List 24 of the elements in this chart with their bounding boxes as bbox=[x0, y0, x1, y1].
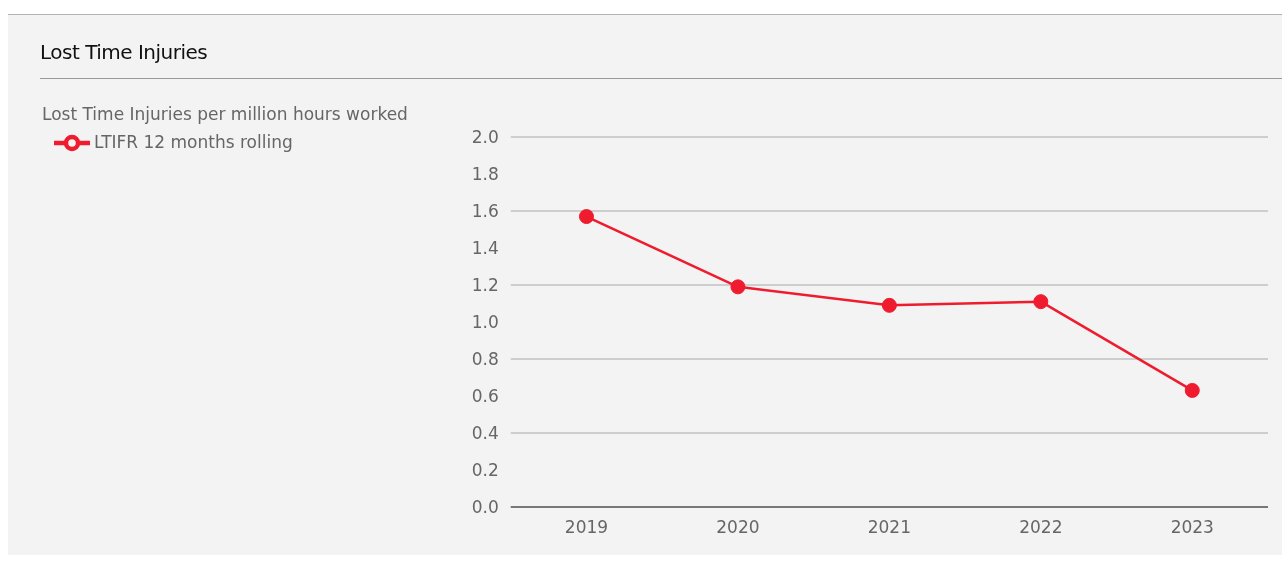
point bbox=[1033, 294, 1049, 310]
y-tick-label: 1.2 bbox=[471, 275, 499, 296]
y-tick-label: 1.4 bbox=[471, 238, 499, 259]
x-tick-label: 2019 bbox=[564, 517, 609, 538]
point bbox=[730, 279, 746, 295]
y-tick-label: 0.4 bbox=[471, 423, 499, 444]
y-tick-label: 0.0 bbox=[471, 497, 499, 518]
text: Lost Time Injuries per million hours worked bbox=[42, 104, 408, 124]
legend-label: LTIFR 12 months rolling bbox=[94, 132, 293, 152]
y-tick-label: 2.0 bbox=[471, 127, 499, 148]
point bbox=[578, 209, 594, 225]
point bbox=[881, 297, 897, 313]
x-tick-label: 2023 bbox=[1170, 517, 1214, 538]
x-tick-label: 2020 bbox=[716, 517, 760, 538]
x-tick-label: 2022 bbox=[1019, 517, 1063, 538]
y-tick-label: 0.6 bbox=[471, 386, 499, 407]
x-tick-label: 2021 bbox=[867, 517, 912, 538]
y-tick-label: 1.0 bbox=[471, 312, 499, 333]
y-tick-label: 1.8 bbox=[471, 164, 499, 185]
y-tick-label: 0.2 bbox=[471, 460, 499, 481]
y-tick-label: 1.6 bbox=[471, 201, 499, 222]
y-tick-label: 0.8 bbox=[471, 349, 499, 370]
text: Lost Time Injuries bbox=[40, 40, 208, 64]
point bbox=[1184, 382, 1200, 398]
